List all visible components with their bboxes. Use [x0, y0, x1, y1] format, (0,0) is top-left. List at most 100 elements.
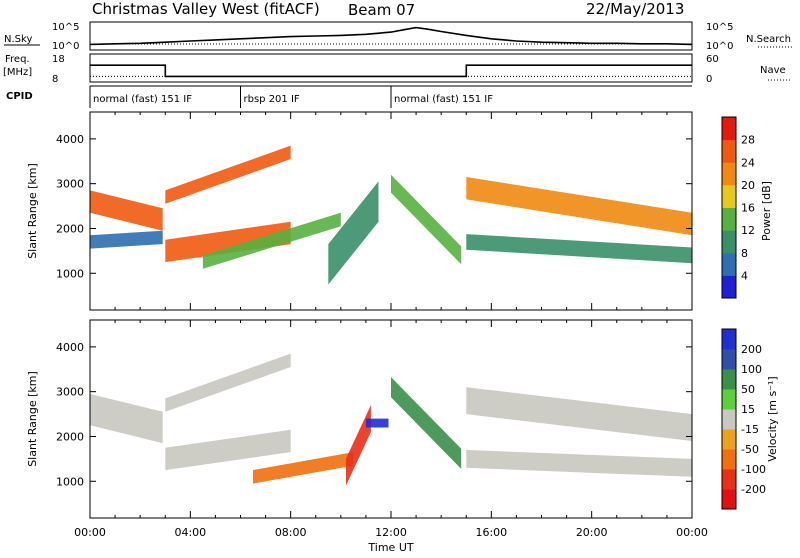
y-tick-label: 2000	[56, 430, 84, 443]
x-tick-label: 00:00	[74, 526, 106, 539]
power-colorbar-tick: 12	[741, 224, 755, 237]
heatmap-band	[90, 190, 163, 231]
nsky-panel: N.Sky 10^5 10^0 10^5 10^0 N.Search	[4, 21, 792, 52]
nsky-right-tick-bottom: 10^0	[706, 41, 733, 52]
nsky-tick-top: 10^5	[52, 22, 79, 33]
velocity-colorbar-swatch	[722, 409, 736, 430]
freq-tick-top: 18	[52, 54, 65, 65]
freq-panel: Freq. [MHz] 18 8 60 0 Nave	[3, 53, 790, 85]
velocity-colorbar-swatch	[722, 489, 736, 510]
x-tick-label: 16:00	[475, 526, 507, 539]
nsky-frame	[89, 21, 693, 51]
heatmap-band	[165, 353, 291, 412]
nsky-tick-bottom: 10^0	[52, 41, 79, 52]
heatmap-band	[391, 174, 462, 265]
power-colorbar-swatch	[722, 162, 736, 186]
freq-label-line1: Freq.	[5, 54, 30, 65]
cpid-segment-label: rbsp 201 IF	[244, 94, 300, 105]
velocity-panel: 1000 2000 3000 4000 Slant Range [km] 200 100…	[26, 319, 779, 519]
heatmap-band	[328, 181, 379, 285]
y-tick-label: 2000	[56, 222, 84, 235]
velocity-colorbar-tick: 15	[741, 403, 755, 416]
cpid-panel: CPID normal (fast) 151 IF rbsp 201 IF norm…	[6, 85, 692, 108]
y-tick-label: 1000	[56, 267, 84, 280]
nave-tick-top: 60	[706, 54, 719, 65]
plot-title: Christmas Valley West (fitACF)	[92, 0, 320, 18]
power-colorbar-tick: 28	[741, 134, 755, 147]
freq-series-line	[90, 64, 692, 78]
x-tick-label: 00:00	[676, 526, 708, 539]
power-colorbar-swatch	[722, 252, 736, 276]
velocity-colorbar-tick: 200	[741, 343, 762, 356]
heatmap-band	[253, 452, 354, 484]
y-tick-label: 3000	[56, 178, 84, 191]
power-colorbar-tick: 24	[741, 156, 755, 169]
nsearch-label: N.Search	[746, 34, 791, 45]
heatmap-band	[202, 212, 341, 269]
power-colorbar-tick: 16	[741, 202, 755, 215]
heatmap-band	[90, 393, 163, 444]
y-tick-label: 4000	[56, 133, 84, 146]
power-colorbar-label: Power [dB]	[760, 181, 773, 241]
velocity-colorbar-label: Velocity [m s⁻¹]	[766, 376, 779, 461]
velocity-colorbar-tick: 50	[741, 383, 755, 396]
velocity-colorbar-swatch	[722, 389, 736, 410]
velocity-colorbar-swatch	[722, 349, 736, 370]
power-panel: 1000 2000 3000 4000 Slant Range [km] 4 8 12 16…	[26, 111, 773, 311]
x-tick-label: 20:00	[576, 526, 608, 539]
nsky-label: N.Sky	[4, 34, 32, 45]
velocity-colorbar-swatch	[722, 329, 736, 350]
power-colorbar-swatch	[722, 230, 736, 254]
velocity-colorbar-tick: -200	[741, 483, 766, 496]
velocity-ylabel: Slant Range [km]	[26, 371, 39, 467]
velocity-colorbar-tick: 100	[741, 363, 762, 376]
y-tick-label: 4000	[56, 341, 84, 354]
nsky-right-tick-top: 10^5	[706, 22, 733, 33]
y-tick-label: 1000	[56, 475, 84, 488]
power-colorbar-tick: 8	[741, 247, 748, 260]
cpid-segment-label: normal (fast) 151 IF	[93, 94, 192, 105]
freq-label-line2: [MHz]	[3, 67, 32, 78]
power-colorbar-swatch	[722, 275, 736, 299]
power-colorbar-tick: 4	[741, 269, 748, 282]
date-label: 22/May/2013	[586, 0, 684, 18]
heatmap-band	[165, 221, 291, 263]
heatmap-band	[365, 418, 389, 428]
velocity-colorbar-tick: -15	[741, 423, 759, 436]
x-axis-label: Time UT	[367, 541, 413, 554]
velocity-colorbar-tick: -50	[741, 443, 759, 456]
power-colorbar-swatch	[722, 117, 736, 141]
power-ylabel: Slant Range [km]	[26, 163, 39, 259]
y-tick-label: 3000	[56, 386, 84, 399]
heatmap-band	[466, 387, 692, 441]
velocity-colorbar-frame	[721, 328, 737, 510]
heatmap-band	[466, 177, 692, 236]
heatmap-band	[466, 449, 692, 477]
velocity-colorbar-swatch	[722, 449, 736, 470]
power-colorbar-tick: 20	[741, 179, 755, 192]
heatmap-band	[466, 234, 692, 264]
heatmap-band	[165, 145, 291, 204]
velocity-colorbar-tick: -100	[741, 463, 766, 476]
x-tick-label: 12:00	[375, 526, 407, 539]
nave-tick-bottom: 0	[706, 74, 712, 85]
x-tick-label: 04:00	[174, 526, 206, 539]
power-colorbar-swatch	[722, 139, 736, 163]
power-colorbar-swatch	[722, 207, 736, 231]
nave-label: Nave	[760, 65, 786, 76]
freq-tick-bottom: 8	[52, 74, 58, 85]
x-tick-label: 08:00	[275, 526, 307, 539]
beam-label: Beam 07	[348, 1, 415, 19]
heatmap-band	[165, 429, 291, 471]
power-colorbar-frame	[721, 116, 737, 299]
heatmap-band	[391, 377, 462, 469]
velocity-colorbar-swatch	[722, 469, 736, 490]
cpid-segment-label: normal (fast) 151 IF	[394, 94, 493, 105]
cpid-label: CPID	[6, 91, 33, 102]
power-colorbar-swatch	[722, 184, 736, 208]
freq-frame	[89, 53, 693, 83]
heatmap-band	[90, 230, 163, 249]
velocity-colorbar-swatch	[722, 429, 736, 450]
